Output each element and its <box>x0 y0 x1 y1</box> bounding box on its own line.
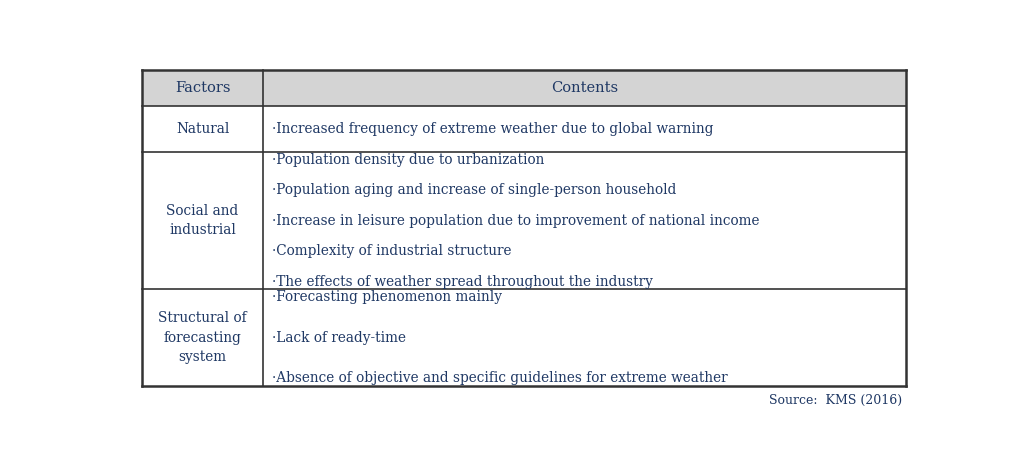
Text: ·Lack of ready‐time: ·Lack of ready‐time <box>272 331 406 345</box>
Text: ·Increased frequency of extreme weather due to global warning: ·Increased frequency of extreme weather … <box>272 122 714 136</box>
Text: ·The effects of weather spread throughout the industry: ·The effects of weather spread throughou… <box>272 275 654 289</box>
Bar <box>142 70 906 106</box>
Text: Social and
industrial: Social and industrial <box>167 204 238 237</box>
Text: ·Population aging and increase of single‐person household: ·Population aging and increase of single… <box>272 183 677 197</box>
Text: Natural: Natural <box>176 122 229 136</box>
Text: Source:  KMS (2016): Source: KMS (2016) <box>769 395 902 407</box>
Text: ·Population density due to urbanization: ·Population density due to urbanization <box>272 152 545 166</box>
Text: ·Forecasting phenomenon mainly: ·Forecasting phenomenon mainly <box>272 290 502 304</box>
Text: Structural of
forecasting
system: Structural of forecasting system <box>159 311 247 364</box>
Text: Factors: Factors <box>175 81 230 95</box>
Text: ·Increase in leisure population due to improvement of national income: ·Increase in leisure population due to i… <box>272 214 760 228</box>
Text: ·Complexity of industrial structure: ·Complexity of industrial structure <box>272 244 512 258</box>
Text: ·Absence of objective and specific guidelines for extreme weather: ·Absence of objective and specific guide… <box>272 371 728 385</box>
Text: Contents: Contents <box>551 81 618 95</box>
